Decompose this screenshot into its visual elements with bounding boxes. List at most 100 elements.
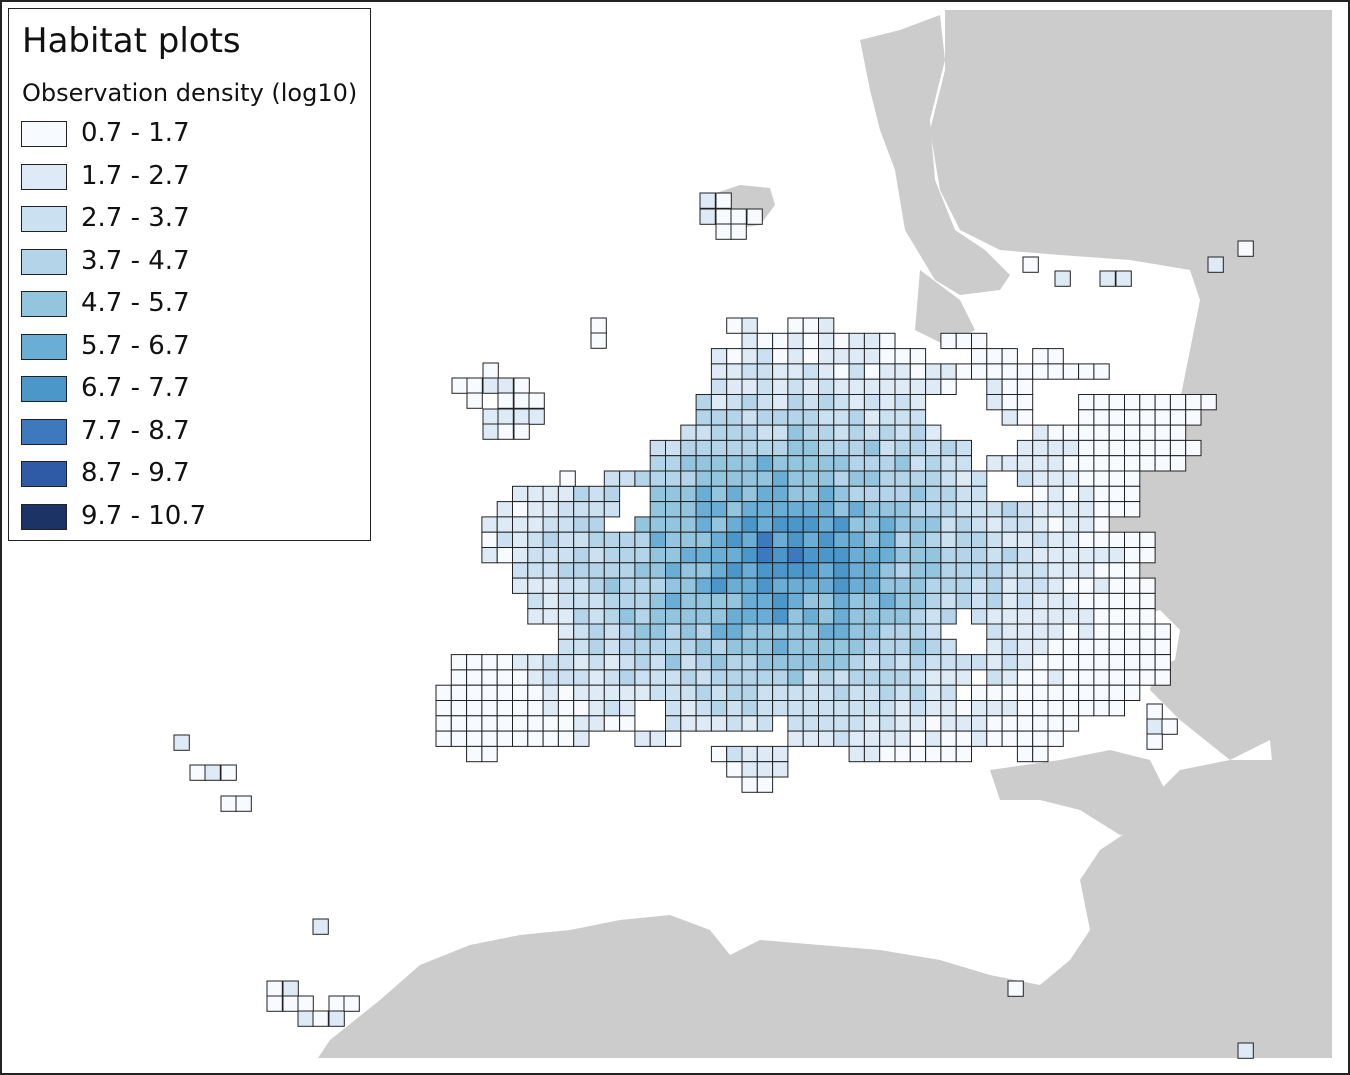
- grid-cell: [1001, 348, 1018, 365]
- grid-cell: [756, 654, 774, 671]
- grid-cell: [1016, 562, 1034, 579]
- grid-cell: [818, 424, 835, 441]
- grid-cell: [481, 654, 498, 671]
- grid-cell: [649, 592, 667, 610]
- grid-cell: [603, 562, 621, 579]
- grid-cell: [1032, 669, 1049, 686]
- grid-cell: [848, 654, 865, 671]
- grid-cell: [1001, 516, 1018, 533]
- grid-cell: [772, 516, 789, 533]
- grid-cell: [879, 363, 896, 380]
- grid-cell: [818, 562, 835, 579]
- grid-cell: [1062, 363, 1080, 380]
- grid-cell: [802, 700, 820, 717]
- grid-cell: [894, 730, 911, 747]
- grid-cell: [1078, 409, 1095, 426]
- grid-cell: [1139, 439, 1156, 457]
- grid-cell: [680, 547, 697, 564]
- grid-cell: [833, 623, 850, 640]
- grid-cell: [297, 1010, 314, 1027]
- grid-cell: [940, 730, 957, 747]
- grid-cell: [312, 918, 329, 935]
- grid-cell: [955, 730, 973, 747]
- grid-cell: [1139, 409, 1156, 426]
- grid-cell: [282, 980, 299, 997]
- grid-cell: [1237, 1042, 1254, 1059]
- grid-cell: [925, 730, 942, 747]
- grid-cell: [863, 470, 881, 487]
- grid-cell: [1078, 470, 1095, 487]
- grid-cell: [730, 208, 747, 225]
- grid-cell: [619, 638, 636, 656]
- grid-cell: [634, 654, 651, 671]
- legend-swatch: [21, 503, 67, 530]
- grid-cell: [940, 378, 957, 396]
- grid-cell: [955, 669, 973, 686]
- legend-swatch: [21, 461, 67, 487]
- grid-cell: [649, 669, 667, 686]
- grid-cell: [863, 577, 881, 594]
- grid-cell: [1022, 256, 1039, 273]
- grid-cell: [971, 577, 988, 594]
- grid-cell: [925, 577, 942, 594]
- grid-cell: [710, 654, 728, 671]
- grid-cell: [513, 408, 530, 425]
- grid-cell: [894, 623, 911, 640]
- grid-cell: [848, 715, 865, 732]
- grid-cell: [863, 608, 881, 625]
- grid-cell: [450, 684, 468, 702]
- grid-cell: [1093, 363, 1110, 380]
- grid-cell: [863, 700, 881, 717]
- grid-cell: [925, 608, 942, 625]
- grid-cell: [715, 208, 732, 225]
- grid-cell: [787, 562, 804, 579]
- grid-cell: [619, 470, 636, 487]
- grid-cell: [542, 730, 559, 747]
- grid-cell: [787, 394, 804, 411]
- grid-cell: [848, 409, 865, 426]
- grid-cell: [756, 638, 774, 656]
- grid-cell: [466, 730, 483, 747]
- grid-cell: [802, 470, 820, 487]
- grid-cell: [848, 348, 865, 365]
- grid-cell: [802, 317, 820, 334]
- grid-cell: [699, 208, 716, 225]
- grid-cell: [680, 638, 697, 656]
- grid-cell: [1237, 240, 1254, 257]
- grid-cell: [1108, 470, 1125, 487]
- grid-cell: [497, 408, 514, 425]
- grid-cell: [1124, 623, 1141, 640]
- grid-cell: [909, 638, 927, 656]
- grid-cell: [1124, 531, 1141, 549]
- grid-cell: [588, 562, 605, 579]
- grid-cell: [940, 547, 957, 564]
- grid-cell: [818, 715, 835, 732]
- grid-cell: [542, 531, 559, 549]
- grid-cell: [695, 394, 712, 411]
- grid-cell: [894, 608, 911, 625]
- grid-cell: [512, 715, 529, 732]
- grid-cell: [527, 577, 544, 594]
- grid-cell: [542, 654, 559, 671]
- grid-cell: [710, 700, 728, 717]
- grid-cell: [940, 715, 957, 732]
- grid-cell: [619, 608, 636, 625]
- grid-cell: [466, 700, 483, 717]
- grid-cell: [1016, 470, 1034, 487]
- grid-cell: [1062, 577, 1080, 594]
- legend-swatch: [21, 163, 67, 190]
- grid-cell: [542, 547, 559, 564]
- grid-cell: [715, 192, 732, 209]
- grid-cell: [204, 764, 221, 781]
- grid-cell: [1108, 485, 1125, 503]
- grid-cell: [1032, 715, 1049, 732]
- grid-cell: [818, 409, 835, 426]
- grid-cell: [1078, 562, 1095, 579]
- grid-cell: [603, 608, 621, 625]
- grid-cell: [772, 562, 789, 579]
- grid-cell: [1032, 485, 1049, 503]
- grid-cell: [1078, 455, 1095, 472]
- grid-cell: [925, 455, 942, 472]
- grid-cell: [879, 378, 896, 396]
- grid-cell: [665, 501, 682, 518]
